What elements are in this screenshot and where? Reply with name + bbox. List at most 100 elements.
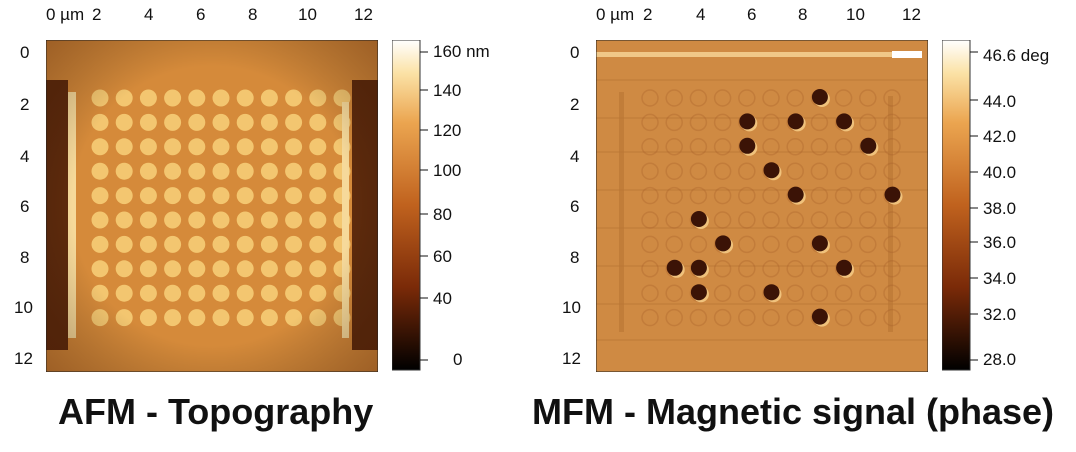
mfm-colorbar-label: 32.0 <box>983 305 1017 324</box>
mfm-faint-dot <box>762 89 780 107</box>
mfm-faint-dot <box>762 138 780 156</box>
mfm-faint-dot <box>859 308 877 327</box>
mfm-faint-dot <box>641 138 659 156</box>
afm-colorbar-label: 0 <box>453 350 463 369</box>
afm-y-tick: 12 <box>14 349 33 368</box>
mfm-faint-dot <box>665 138 683 156</box>
afm-y-tick: 0 <box>20 43 30 62</box>
mfm-faint-dot <box>689 162 708 180</box>
mfm-faint-dot <box>689 113 708 132</box>
mfm-dark-dot <box>690 211 707 227</box>
mfm-faint-dot <box>883 113 901 132</box>
mfm-faint-dot <box>689 308 708 327</box>
mfm-faint-dot <box>859 284 877 302</box>
mfm-faint-dot <box>738 211 756 229</box>
mfm-phase-image <box>596 40 928 372</box>
mfm-colorbar-label: 34.0 <box>983 269 1017 288</box>
mfm-faint-dot <box>859 260 877 278</box>
mfm-dark-dot <box>666 259 683 276</box>
mfm-faint-dot <box>713 186 732 205</box>
mfm-x-tick: 6 <box>747 5 757 24</box>
mfm-faint-dot <box>859 162 877 180</box>
mfm-faint-dot <box>786 89 804 107</box>
afm-caption: AFM - Topography <box>58 391 374 432</box>
mfm-faint-dot <box>786 162 804 180</box>
mfm-faint-dot <box>810 186 829 205</box>
mfm-faint-dot <box>641 260 659 278</box>
afm-x-tick: 10 <box>298 5 317 24</box>
mfm-x-tick: 10 <box>846 5 865 24</box>
mfm-faint-dot <box>762 211 780 229</box>
mfm-faint-dot <box>713 284 732 302</box>
mfm-faint-dot <box>786 260 804 278</box>
mfm-faint-dot <box>689 186 708 205</box>
mfm-y-tick: 6 <box>570 197 580 216</box>
mfm-faint-dot <box>713 89 732 107</box>
mfm-faint-dot <box>641 308 659 327</box>
mfm-faint-dot <box>834 162 853 180</box>
mfm-colorbar <box>942 40 978 371</box>
mfm-faint-dot <box>834 89 853 107</box>
mfm-faint-dot <box>810 284 829 302</box>
mfm-faint-dot <box>883 162 901 180</box>
mfm-faint-dot <box>834 235 853 254</box>
afm-topography-image <box>46 40 378 372</box>
mfm-faint-dot <box>641 211 659 229</box>
afm-y-tick: 10 <box>14 298 33 317</box>
mfm-faint-dot <box>762 113 780 132</box>
mfm-faint-dot <box>883 89 901 107</box>
mfm-faint-dot <box>689 89 708 107</box>
mfm-dark-dot-array <box>666 89 903 327</box>
mfm-dark-dot <box>690 259 707 276</box>
mfm-colorbar-label: 46.6 deg <box>983 46 1050 65</box>
mfm-faint-dot <box>859 235 877 254</box>
mfm-faint-dot <box>834 138 853 156</box>
mfm-faint-dot <box>641 186 659 205</box>
mfm-caption: MFM - Magnetic signal (phase) <box>532 391 1055 432</box>
mfm-faint-dot <box>641 284 659 302</box>
mfm-faint-dot <box>738 235 756 254</box>
mfm-faint-dot <box>883 308 901 327</box>
afm-x-tick: 6 <box>196 5 206 24</box>
mfm-faint-dot <box>713 260 732 278</box>
mfm-y-tick: 8 <box>570 248 580 267</box>
mfm-faint-dot <box>810 260 829 278</box>
afm-colorbar-label: 140 <box>433 81 462 100</box>
mfm-dark-dot <box>836 113 853 130</box>
mfm-y-tick: 12 <box>562 349 581 368</box>
mfm-faint-dot <box>641 162 659 180</box>
mfm-x-tick: 4 <box>696 5 706 24</box>
mfm-dark-dot <box>860 137 877 154</box>
mfm-faint-dot <box>665 89 683 107</box>
mfm-dark-dot <box>787 186 804 203</box>
mfm-faint-dot <box>641 89 659 107</box>
mfm-dark-dot <box>763 162 780 179</box>
mfm-faint-dot <box>641 235 659 254</box>
mfm-dark-dot <box>787 113 804 130</box>
mfm-faint-dot <box>738 260 756 278</box>
mfm-faint-dot <box>883 260 901 278</box>
mfm-faint-dot <box>738 162 756 180</box>
afm-colorbar-label: 160 nm <box>433 42 490 61</box>
mfm-faint-dot <box>738 186 756 205</box>
afm-x-tick: 0 µm <box>46 5 85 24</box>
mfm-colorbar-label: 36.0 <box>983 233 1017 252</box>
mfm-faint-dot <box>641 113 659 132</box>
mfm-dark-dot <box>836 259 853 276</box>
mfm-faint-dot <box>834 308 853 327</box>
mfm-colorbar-label: 40.0 <box>983 163 1017 182</box>
mfm-faint-dot <box>762 235 780 254</box>
mfm-dark-dot <box>715 235 732 252</box>
mfm-faint-dot <box>713 162 732 180</box>
mfm-dark-dot <box>884 186 901 203</box>
mfm-colorbar-label: 42.0 <box>983 127 1017 146</box>
mfm-faint-dot <box>786 284 804 302</box>
mfm-faint-dot <box>665 235 683 254</box>
mfm-faint-dot <box>762 308 780 327</box>
mfm-faint-dot <box>810 162 829 180</box>
mfm-faint-dot <box>859 89 877 107</box>
mfm-dark-dot <box>811 89 828 105</box>
mfm-x-tick: 2 <box>643 5 653 24</box>
mfm-faint-dot <box>786 138 804 156</box>
mfm-faint-dot <box>713 308 732 327</box>
